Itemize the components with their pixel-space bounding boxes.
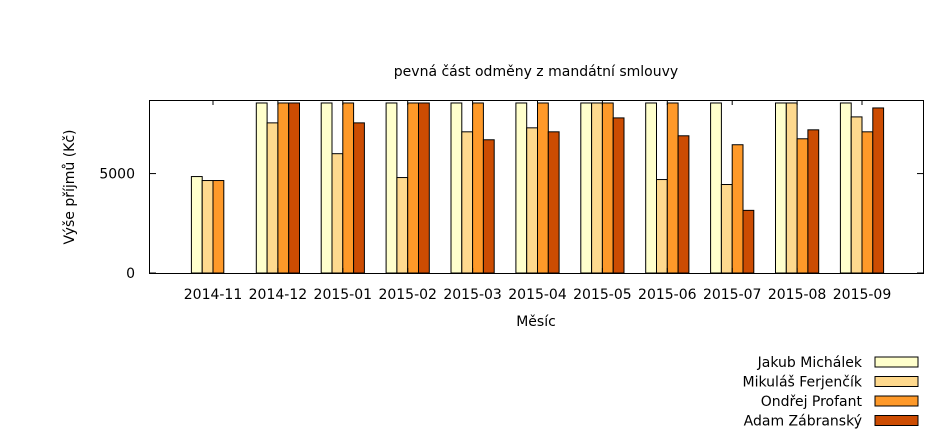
bar-jakub-michálek-2015-06 bbox=[645, 102, 658, 274]
bar-mikuláš-ferjenčík-2015-05 bbox=[591, 102, 603, 274]
x-tick-label: 2015-05 bbox=[573, 287, 632, 303]
bar-ondřej-profant-2015-04 bbox=[537, 102, 549, 274]
bar-ondřej-profant-2014-12 bbox=[277, 102, 290, 274]
bar-mikuláš-ferjenčík-2015-09 bbox=[850, 116, 863, 274]
bar-adam-zábranský-2015-02 bbox=[418, 102, 430, 274]
bar-mikuláš-ferjenčík-2014-11 bbox=[201, 180, 214, 274]
y-axis-label: Výše příjmů (Kč) bbox=[62, 129, 78, 244]
x-tick-label: 2014-12 bbox=[249, 287, 308, 303]
x-axis-label: Měsíc bbox=[516, 314, 556, 330]
bar-ondřej-profant-2015-06 bbox=[666, 102, 679, 274]
bar-adam-zábranský-2015-04 bbox=[547, 131, 560, 274]
legend-label: Adam Zábranský bbox=[744, 414, 862, 430]
bar-adam-zábranský-2015-05 bbox=[612, 117, 625, 274]
bar-jakub-michálek-2015-05 bbox=[580, 102, 593, 274]
plot-frame bbox=[149, 100, 924, 274]
bar-mikuláš-ferjenčík-2015-01 bbox=[331, 153, 344, 274]
x-tick-label: 2015-09 bbox=[833, 287, 892, 303]
bar-adam-zábranský-2015-03 bbox=[482, 139, 495, 274]
bar-jakub-michálek-2015-09 bbox=[839, 102, 852, 274]
y-tick-label: 0 bbox=[126, 266, 135, 282]
bar-adam-zábranský-2015-06 bbox=[677, 135, 690, 274]
bar-adam-zábranský-2014-12 bbox=[288, 102, 301, 274]
bar-mikuláš-ferjenčík-2014-12 bbox=[266, 122, 279, 274]
bar-mikuláš-ferjenčík-2015-06 bbox=[656, 179, 668, 274]
x-tick-label: 2015-04 bbox=[508, 287, 567, 303]
bar-jakub-michálek-2015-07 bbox=[710, 102, 722, 274]
bar-adam-zábranský-2015-01 bbox=[353, 122, 365, 274]
legend-swatch bbox=[874, 356, 919, 368]
bar-adam-zábranský-2015-08 bbox=[807, 129, 820, 274]
x-tick-label: 2015-02 bbox=[378, 287, 437, 303]
legend-swatch bbox=[874, 395, 919, 407]
bar-ondřej-profant-2015-07 bbox=[731, 144, 744, 274]
bar-jakub-michálek-2015-02 bbox=[385, 102, 398, 274]
bar-adam-zábranský-2015-09 bbox=[872, 107, 885, 274]
legend: Jakub Michálek Mikuláš Ferjenčík Ondřej Pr… bbox=[743, 355, 919, 430]
bar-mikuláš-ferjenčík-2015-02 bbox=[396, 177, 409, 274]
bar-ondřej-profant-2015-03 bbox=[472, 102, 484, 274]
bar-mikuláš-ferjenčík-2015-08 bbox=[785, 102, 798, 274]
bar-ondřej-profant-2015-09 bbox=[861, 131, 874, 274]
legend-label: Ondřej Profant bbox=[761, 394, 863, 410]
bar-ondřej-profant-2015-02 bbox=[407, 102, 420, 274]
bar-ondřej-profant-2015-05 bbox=[601, 102, 614, 274]
legend-swatch bbox=[874, 376, 919, 387]
bar-jakub-michálek-2015-01 bbox=[320, 102, 333, 274]
bar-ondřej-profant-2014-11 bbox=[212, 180, 225, 274]
bar-mikuláš-ferjenčík-2015-04 bbox=[526, 127, 539, 274]
bar-ondřej-profant-2015-01 bbox=[342, 102, 355, 274]
bar-jakub-michálek-2015-08 bbox=[775, 102, 787, 274]
legend-label: Jakub Michálek bbox=[757, 355, 863, 371]
x-tick-label: 2015-06 bbox=[638, 287, 697, 303]
bar-mikuláš-ferjenčík-2015-07 bbox=[720, 184, 733, 274]
x-tick-label: 2015-03 bbox=[443, 287, 502, 303]
chart-title: pevná část odměny z mandátní smlouvy bbox=[394, 64, 678, 80]
bar-mikuláš-ferjenčík-2015-03 bbox=[461, 131, 474, 274]
bar-ondřej-profant-2015-08 bbox=[796, 138, 809, 274]
x-tick-label: 2015-08 bbox=[768, 287, 827, 303]
bar-jakub-michálek-2014-12 bbox=[255, 102, 268, 274]
legend-label: Mikuláš Ferjenčík bbox=[743, 375, 863, 391]
x-tick-label: 2015-07 bbox=[703, 287, 762, 303]
legend-swatch bbox=[874, 415, 919, 426]
bar-jakub-michálek-2014-11 bbox=[190, 176, 203, 274]
x-tick-label: 2014-11 bbox=[184, 287, 243, 303]
x-tick-label: 2015-01 bbox=[314, 287, 373, 303]
bar-adam-zábranský-2015-07 bbox=[742, 209, 755, 274]
ticks-layer: 2014-11 2014-12 2015-01 2015-02 2015-03 2015-… bbox=[99, 100, 923, 303]
y-tick-label: 5000 bbox=[99, 167, 135, 183]
bar-jakub-michálek-2015-03 bbox=[450, 102, 463, 274]
bar-jakub-michálek-2015-04 bbox=[515, 102, 528, 274]
bars-layer bbox=[190, 102, 885, 274]
